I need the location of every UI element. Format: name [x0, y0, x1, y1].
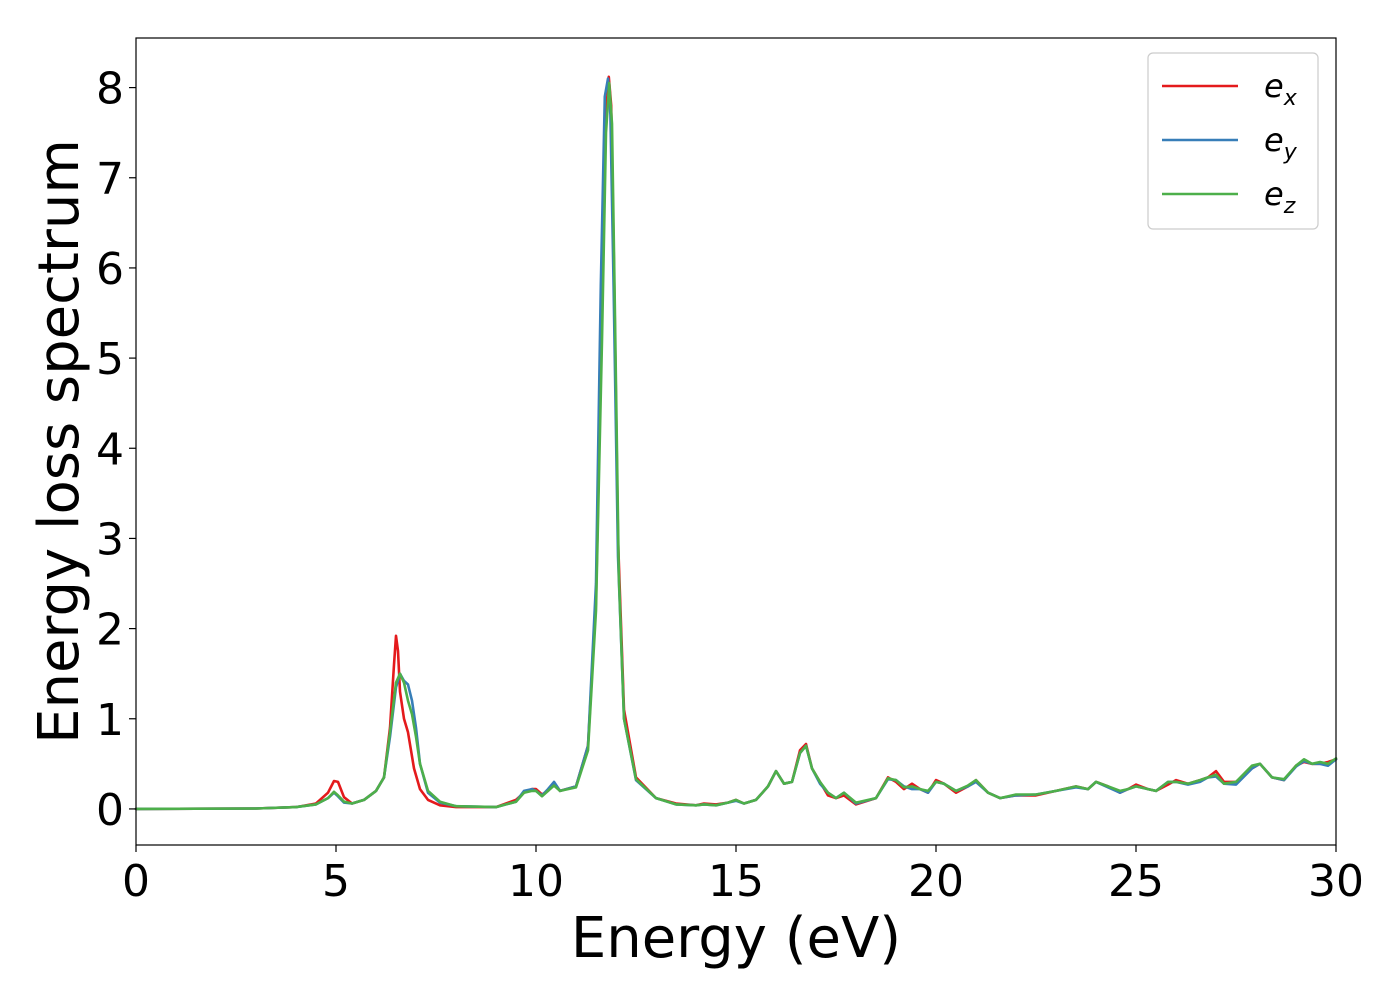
- y-tick-label: 2: [96, 605, 124, 656]
- y-axis-title: Energy loss spectrum: [27, 139, 92, 744]
- legend: ex ey ez: [1147, 52, 1319, 230]
- x-axis-title: Energy (eV): [571, 906, 901, 971]
- x-tick-label: 10: [508, 856, 564, 907]
- legend-label: ey: [1264, 121, 1298, 165]
- x-tick-label: 20: [908, 856, 964, 907]
- x-tick-label: 5: [322, 856, 350, 907]
- y-tick-label: 0: [96, 785, 124, 836]
- y-tick-label: 8: [96, 64, 124, 115]
- y-tick-label: 6: [96, 244, 124, 295]
- series-line-z: [134, 81, 1338, 811]
- x-tick-label: 0: [122, 856, 150, 907]
- x-tick-label: 25: [1108, 856, 1164, 907]
- legend-label: ez: [1264, 175, 1296, 219]
- y-tick-label: 3: [96, 514, 124, 565]
- y-tick-label: 4: [96, 424, 124, 475]
- x-tick-label: 30: [1308, 856, 1364, 907]
- legend-label: ex: [1264, 67, 1298, 111]
- series-layer: [134, 75, 1338, 811]
- y-tick-label: 7: [96, 154, 124, 205]
- y-tick-label: 1: [96, 695, 124, 746]
- y-tick-label: 5: [96, 334, 124, 385]
- x-tick-label: 15: [708, 856, 764, 907]
- x-axis-ticks: 0 5 10 15 20 25 30: [122, 845, 1364, 907]
- y-axis-ticks: 0 1 2 3 4 5 6 7 8: [96, 64, 136, 836]
